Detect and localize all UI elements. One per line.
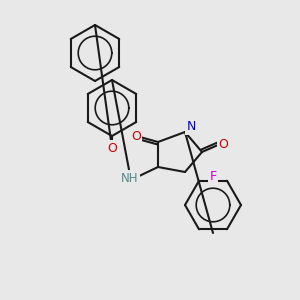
Text: N: N [186,121,196,134]
Text: O: O [107,142,117,154]
Text: O: O [218,139,228,152]
Text: O: O [131,130,141,143]
Text: NH: NH [121,172,139,184]
Text: F: F [209,170,217,184]
